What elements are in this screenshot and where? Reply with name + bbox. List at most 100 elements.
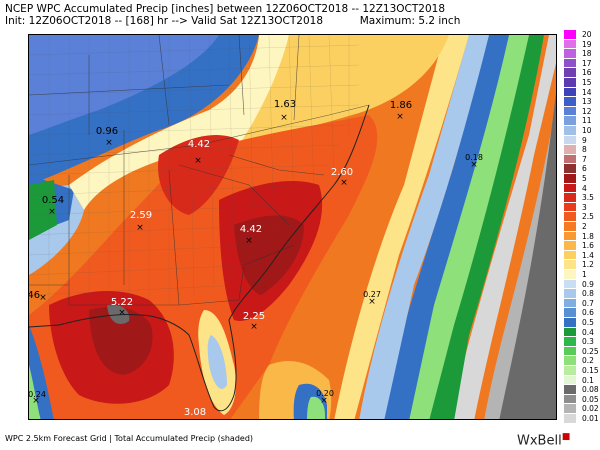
station-marker: × bbox=[39, 293, 47, 303]
station-marker: × bbox=[136, 223, 144, 233]
legend-row: 0.25 bbox=[564, 346, 600, 358]
legend-swatch bbox=[564, 260, 576, 270]
legend-label: 0.7 bbox=[582, 298, 594, 308]
legend-row: 20 bbox=[564, 30, 600, 41]
legend-label: 0.15 bbox=[582, 366, 599, 375]
legend-swatch bbox=[564, 375, 576, 386]
legend-swatch bbox=[564, 366, 576, 376]
legend-row: 3 bbox=[564, 202, 600, 214]
legend-label: 0.05 bbox=[582, 394, 599, 404]
value-label-a: 1.63 bbox=[273, 99, 297, 110]
legend-row: 15 bbox=[564, 78, 600, 89]
legend-label: 15 bbox=[582, 78, 592, 87]
legend-label: 0.08 bbox=[582, 385, 599, 395]
legend-row: 0.1 bbox=[564, 375, 600, 387]
legend-swatch bbox=[564, 279, 576, 290]
legend-row: 0.9 bbox=[564, 279, 600, 291]
legend-label: 1.2 bbox=[582, 260, 594, 270]
legend-row: 5 bbox=[564, 174, 600, 185]
legend-swatch bbox=[564, 193, 576, 203]
legend-swatch bbox=[564, 222, 576, 232]
legend-swatch bbox=[564, 87, 576, 98]
station-marker: × bbox=[340, 178, 348, 188]
legend-swatch bbox=[564, 174, 576, 184]
legend-label: 12 bbox=[582, 106, 592, 116]
legend-swatch bbox=[564, 385, 576, 395]
legend-label: 3.5 bbox=[582, 193, 594, 203]
legend-row: 13 bbox=[564, 97, 600, 108]
legend-row: 1.8 bbox=[564, 231, 600, 243]
footer-caption: WPC 2.5km Forecast Grid | Total Accumula… bbox=[5, 434, 254, 443]
legend-swatch bbox=[564, 164, 576, 174]
legend-label: 18 bbox=[582, 49, 592, 59]
legend-row: 10 bbox=[564, 126, 600, 137]
field-0.5-east bbox=[379, 35, 509, 419]
legend-swatch bbox=[564, 212, 576, 222]
legend-label: 0.5 bbox=[582, 318, 594, 327]
legend-swatch bbox=[564, 394, 576, 405]
legend-swatch bbox=[564, 250, 576, 261]
value-label-c: 0.96 bbox=[95, 126, 119, 137]
station-marker: × bbox=[250, 322, 258, 332]
legend-label: 7 bbox=[582, 154, 587, 164]
field-5-gulf bbox=[89, 306, 153, 375]
field-0.8-east bbox=[359, 35, 489, 419]
legend-row: 0.8 bbox=[564, 289, 600, 300]
field-1.4-north bbox=[239, 35, 449, 145]
value-label-l: 0.27 bbox=[363, 290, 381, 299]
legend-label: 16 bbox=[582, 68, 592, 78]
field-0.4-w bbox=[29, 180, 57, 240]
legend-swatch bbox=[564, 327, 576, 338]
legend-label: 1.8 bbox=[582, 231, 594, 241]
precip-map: × × × × × × × × × × × × × × × 1.63 1.86 … bbox=[28, 34, 557, 420]
legend-row: 17 bbox=[564, 58, 600, 70]
station-marker: × bbox=[245, 236, 253, 246]
station-marker: × bbox=[32, 396, 40, 406]
legend-row: 12 bbox=[564, 106, 600, 118]
value-label-b: 1.86 bbox=[389, 100, 413, 111]
legend-swatch bbox=[564, 78, 576, 88]
legend-swatch bbox=[564, 30, 576, 40]
legend-row: 6 bbox=[564, 164, 600, 175]
station-marker: × bbox=[396, 112, 404, 122]
legend-row: 2.5 bbox=[564, 212, 600, 223]
field-0.6-nw bbox=[29, 35, 219, 135]
legend-swatch bbox=[564, 404, 576, 414]
coastline bbox=[29, 104, 370, 412]
field-0.2-south bbox=[307, 396, 325, 419]
legend-row: 0.5 bbox=[564, 318, 600, 329]
value-label-j: 1.46 bbox=[28, 290, 41, 301]
legend-label: 0.2 bbox=[582, 356, 594, 366]
field-0.08 bbox=[499, 92, 556, 419]
brand-mark-icon: ■ bbox=[561, 432, 571, 442]
legend-swatch bbox=[564, 356, 576, 366]
state-boundaries bbox=[29, 35, 370, 306]
legend-row: 14 bbox=[564, 87, 600, 99]
legend-row: 0.01 bbox=[564, 414, 600, 425]
legend-label: 9 bbox=[582, 135, 587, 145]
brand-text: WxBell bbox=[517, 433, 562, 449]
legend-label: 1.4 bbox=[582, 250, 594, 260]
legend-swatch bbox=[564, 308, 576, 318]
legend-row: 19 bbox=[564, 39, 600, 51]
legend-row: 1.6 bbox=[564, 241, 600, 252]
station-marker: × bbox=[48, 207, 56, 217]
legend-row: 8 bbox=[564, 145, 600, 156]
precip-legend: 20 19 18 17 16 15 14 13 12 11 10 9 8 7 6 5 4 3.5 3 2.5 2 1.8 1… bbox=[564, 30, 600, 425]
legend-row: 1 bbox=[564, 270, 600, 281]
legend-swatch bbox=[564, 183, 576, 194]
legend-swatch bbox=[564, 289, 576, 299]
field-1.2-east bbox=[334, 35, 469, 419]
legend-label: 17 bbox=[582, 58, 592, 68]
station-marker: × bbox=[320, 396, 328, 406]
legend-row: 9 bbox=[564, 135, 600, 147]
legend-row: 7 bbox=[564, 154, 600, 166]
value-label-d: 4.42 bbox=[187, 139, 211, 150]
value-label-m: 2.25 bbox=[242, 311, 266, 322]
map-subtitle: Init: 12Z06OCT2018 -- [168] hr --> Valid… bbox=[5, 15, 461, 27]
legend-label: 2 bbox=[582, 222, 587, 231]
legend-label: 0.4 bbox=[582, 327, 594, 337]
legend-label: 2.5 bbox=[582, 212, 594, 222]
legend-label: 1 bbox=[582, 270, 587, 279]
legend-row: 16 bbox=[564, 68, 600, 79]
